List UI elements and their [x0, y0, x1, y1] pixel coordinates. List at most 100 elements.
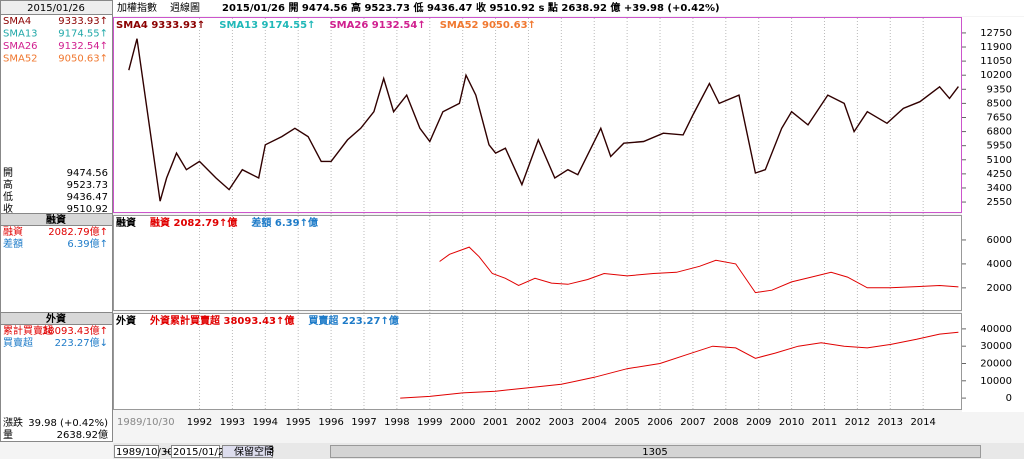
x-tick-label: 1992: [187, 417, 212, 428]
x-tick-label: 2003: [549, 417, 574, 428]
foreign-label: 累計買賣超: [3, 324, 53, 337]
y-axis-area: [962, 17, 1024, 412]
y-tick-label: 11050: [980, 56, 1012, 67]
y-tick-label: 2000: [987, 283, 1012, 294]
ohlc-value: 9510.92: [67, 204, 108, 215]
reserve-button[interactable]: [222, 445, 273, 458]
y-tick-label: 0: [1006, 393, 1012, 404]
x-tick-label: 1993: [220, 417, 245, 428]
scrollbar[interactable]: [330, 445, 981, 458]
separator: ~: [163, 447, 171, 458]
x-tick-label: 2002: [516, 417, 541, 428]
summary-label: 量: [3, 429, 13, 441]
to-date: 2015/01/26: [173, 447, 231, 458]
margin-title: 融資: [46, 213, 66, 226]
period: 週線圖: [170, 1, 200, 14]
x-tick-label: 1995: [285, 417, 310, 428]
header-bar: [113, 0, 1024, 16]
foreign-header: [0, 312, 113, 325]
series-line: [128, 38, 959, 202]
legend-item: 外資: [115, 314, 136, 327]
sma-label: SMA52: [3, 54, 38, 65]
reserve-label: 保留空間: [234, 445, 274, 458]
legend-item: 融資 2082.79↑億: [150, 216, 237, 229]
x-tick-label: 2010: [779, 417, 804, 428]
sma-label: SMA4: [3, 16, 31, 27]
legend-item: SMA13 9174.55↑: [219, 20, 315, 31]
legend-item: SMA26 9132.54↑: [329, 20, 425, 31]
x-tick-label: 2001: [483, 417, 508, 428]
foreign-value: 223.27億↓: [55, 336, 108, 349]
legend-item: 買賣超 223.27↑億: [308, 314, 398, 327]
x-tick-label: 2014: [910, 417, 935, 428]
date-cell: [0, 0, 113, 15]
y-tick-label: 2550: [987, 197, 1012, 208]
y-tick-label: 5100: [987, 155, 1012, 166]
ohlc-value: 9523.73: [67, 180, 108, 191]
legend-item: SMA4 9333.93↑: [116, 20, 205, 31]
sma-label: SMA26: [3, 41, 38, 52]
index-name: 加權指數: [117, 1, 157, 14]
x-tick-label: 1996: [318, 417, 343, 428]
foreign-label: 買賣超: [3, 336, 33, 349]
summary-label: 漲跌: [3, 416, 23, 429]
margin-label: 融資: [3, 226, 23, 238]
ohlc-label: 低: [3, 190, 13, 203]
series-line: [400, 331, 959, 399]
x-tick-label: 2000: [450, 417, 475, 428]
y-tick-label: 20000: [980, 358, 1012, 369]
ohlc-label: 開: [3, 167, 13, 179]
from-date: 1989/10/30: [116, 447, 174, 458]
y-tick-label: 40000: [980, 324, 1012, 335]
x-start-label: 1989/10/30: [117, 417, 175, 428]
summary-value: 39.98 (+0.42%): [28, 418, 108, 429]
y-tick-label: 12750: [980, 28, 1012, 39]
x-tick-label: 2009: [746, 417, 771, 428]
x-tick-label: 2013: [878, 417, 903, 428]
date: 2015/01/26: [27, 3, 85, 14]
sma-label: SMA13: [3, 29, 38, 40]
y-tick-label: 10200: [980, 70, 1012, 81]
sma-value: 9333.93↑: [58, 16, 108, 27]
margin-panel: [113, 215, 962, 311]
foreign-panel: [113, 313, 962, 410]
legend-item: 外資累計買賣超 38093.43↑億: [149, 314, 294, 327]
x-tick-label: 1999: [417, 417, 442, 428]
x-tick-label: 1997: [351, 417, 376, 428]
from-input[interactable]: [114, 445, 159, 458]
foreign-value: 38093.43億↑: [42, 324, 108, 337]
y-tick-label: 6800: [987, 127, 1012, 138]
sma-value: 9174.55↑: [58, 29, 108, 40]
y-tick-label: 10000: [980, 376, 1012, 387]
y-tick-label: 5950: [987, 141, 1012, 152]
sma-value: 9050.63↑: [58, 54, 108, 65]
x-tick-label: 2006: [647, 417, 672, 428]
reserve-count: 3: [268, 445, 274, 456]
y-tick-label: 7650: [987, 112, 1012, 123]
margin-label: 差額: [3, 237, 23, 250]
sma-value: 9132.54↑: [58, 41, 108, 52]
y-tick-label: 6000: [987, 235, 1012, 246]
legend-item: 融資: [116, 216, 136, 229]
ohlc-value: 9436.47: [67, 192, 108, 203]
y-tick-label: 11900: [980, 42, 1012, 53]
x-tick-label: 2005: [614, 417, 639, 428]
scroll-position: 1305: [642, 447, 667, 458]
x-tick-label: 2011: [812, 417, 837, 428]
y-tick-label: 4000: [987, 259, 1012, 270]
x-tick-label: 1998: [384, 417, 409, 428]
summary-value: 2638.92億: [57, 428, 108, 441]
series-line: [439, 246, 959, 294]
quote-info: 2015/01/26 開 9474.56 高 9523.73 低 9436.47…: [222, 1, 720, 14]
foreign-title: 外資: [45, 312, 66, 325]
price-panel: [113, 17, 962, 213]
margin-header: [0, 213, 113, 226]
to-input[interactable]: [171, 445, 220, 458]
margin-value: 2082.79億↑: [48, 225, 108, 238]
x-tick-label: 2004: [582, 417, 607, 428]
y-tick-label: 3400: [987, 183, 1012, 194]
y-tick-label: 8500: [987, 98, 1012, 109]
x-tick-label: 2007: [680, 417, 705, 428]
legend-item: SMA52 9050.63↑: [440, 20, 536, 31]
